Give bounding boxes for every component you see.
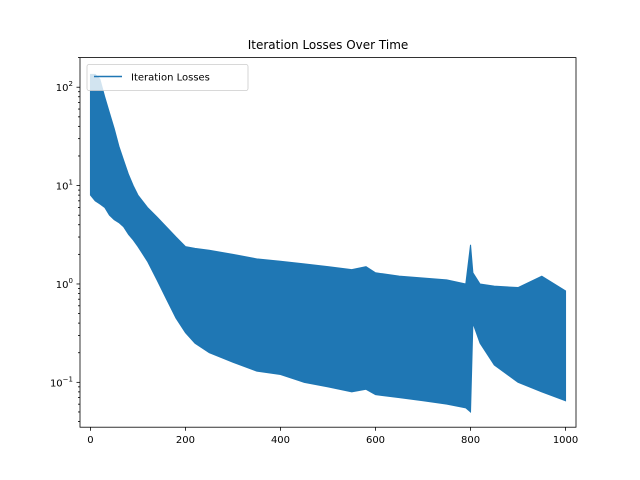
y-tick-label: 100 bbox=[56, 277, 73, 291]
legend-label: Iteration Losses bbox=[131, 73, 210, 84]
chart-title: Iteration Losses Over Time bbox=[248, 38, 409, 52]
x-axis: 0 200 400 600 800 1000 bbox=[87, 427, 578, 446]
x-tick-label: 1000 bbox=[553, 435, 578, 446]
x-tick-label: 600 bbox=[366, 435, 385, 446]
y-tick-label: 102 bbox=[56, 80, 73, 94]
series-line-iteration-losses bbox=[89, 73, 567, 414]
y-axis: 10−1 100 101 102 bbox=[50, 57, 80, 422]
plot-area bbox=[89, 73, 567, 414]
plot-frame bbox=[79, 57, 577, 428]
y-tick-label: 101 bbox=[56, 179, 73, 193]
legend: Iteration Losses bbox=[86, 64, 249, 91]
x-tick-label: 200 bbox=[176, 435, 195, 446]
legend-box bbox=[86, 64, 249, 91]
x-tick-label: 0 bbox=[87, 435, 93, 446]
x-tick-label: 800 bbox=[461, 435, 480, 446]
y-tick-label: 10−1 bbox=[50, 375, 73, 389]
x-tick-label: 400 bbox=[271, 435, 290, 446]
